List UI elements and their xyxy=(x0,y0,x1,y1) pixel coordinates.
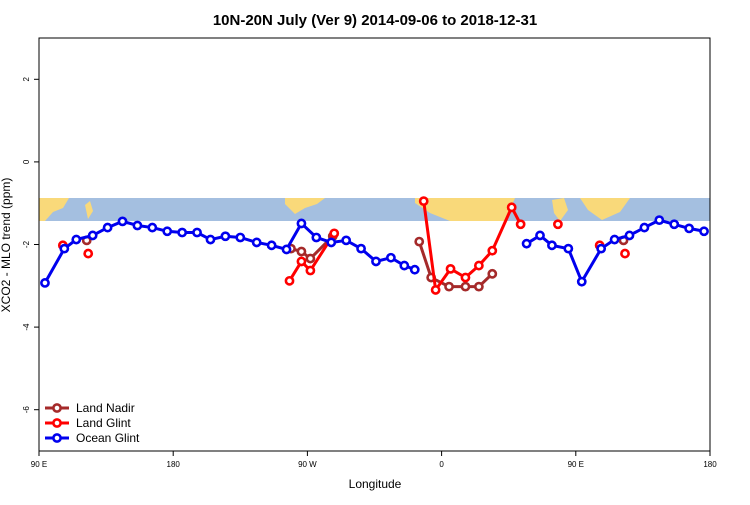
data-point xyxy=(329,228,340,239)
data-point xyxy=(553,219,563,230)
x-tick-label: 90 E xyxy=(31,460,47,469)
data-point xyxy=(71,234,82,245)
data-point xyxy=(59,243,70,254)
data-point xyxy=(371,256,381,267)
data-point xyxy=(117,216,128,227)
data-point xyxy=(305,253,316,264)
data-point xyxy=(624,230,635,241)
chart-title: 10N-20N July (Ver 9) 2014-09-06 to 2018-… xyxy=(213,12,537,29)
data-point xyxy=(487,268,498,279)
data-point xyxy=(418,196,429,207)
data-point xyxy=(535,230,545,241)
data-point xyxy=(341,235,352,246)
data-point xyxy=(281,244,292,255)
x-tick-label: 180 xyxy=(167,460,181,469)
data-point xyxy=(473,281,484,292)
data-point xyxy=(576,276,587,287)
data-point xyxy=(356,243,366,254)
data-point xyxy=(311,232,322,243)
data-point xyxy=(409,264,420,275)
y-tick-label: 0 xyxy=(22,159,31,164)
data-point xyxy=(460,272,471,283)
data-point xyxy=(654,215,665,226)
legend-label: Ocean Glint xyxy=(76,431,140,445)
data-point xyxy=(177,227,188,238)
data-point xyxy=(205,234,216,245)
data-point xyxy=(460,281,471,292)
data-point xyxy=(147,222,158,233)
data-point xyxy=(684,223,695,234)
data-point xyxy=(521,238,532,249)
data-point xyxy=(83,248,94,259)
y-tick-label: -2 xyxy=(22,240,31,248)
data-point xyxy=(669,219,680,230)
data-point xyxy=(102,222,113,233)
data-point xyxy=(296,246,307,257)
series-line xyxy=(288,232,336,282)
data-point xyxy=(444,281,454,292)
data-point xyxy=(639,222,650,233)
data-point xyxy=(326,237,337,248)
data-point xyxy=(87,230,98,241)
data-point xyxy=(430,285,441,295)
data-point xyxy=(192,227,202,238)
data-point xyxy=(620,248,630,259)
map-strip xyxy=(39,198,710,221)
legend-marker xyxy=(52,418,62,428)
data-point xyxy=(414,236,425,247)
x-axis-label: Longitude xyxy=(349,477,402,491)
legend-marker xyxy=(52,433,62,443)
data-point xyxy=(563,243,574,254)
data-point xyxy=(699,226,709,237)
data-point xyxy=(220,231,231,242)
data-point xyxy=(445,263,456,274)
data-point xyxy=(251,237,262,248)
series-line xyxy=(525,218,705,286)
series-line xyxy=(290,235,334,261)
x-tick-label: 180 xyxy=(703,460,717,469)
data-point xyxy=(609,234,620,245)
legend-label: Land Glint xyxy=(76,416,131,430)
legend-label: Land Nadir xyxy=(76,401,135,415)
data-point xyxy=(547,240,557,251)
data-point xyxy=(515,219,526,230)
legend-marker xyxy=(52,403,62,413)
data-point xyxy=(296,218,307,229)
y-tick-label: -6 xyxy=(22,406,31,414)
data-point xyxy=(296,256,307,267)
x-tick-label: 90 W xyxy=(298,460,317,469)
y-axis-label: XCO2 - MLO trend (ppm) xyxy=(0,178,13,313)
data-point xyxy=(235,232,246,243)
data-point xyxy=(506,202,517,213)
data-point xyxy=(399,260,410,271)
data-point xyxy=(40,278,50,288)
data-point xyxy=(132,220,143,231)
x-tick-label: 90 E xyxy=(568,460,584,469)
data-point xyxy=(487,245,498,256)
data-point xyxy=(284,275,295,286)
data-point xyxy=(473,260,484,271)
y-tick-label: 2 xyxy=(22,77,31,82)
x-tick-label: 0 xyxy=(439,460,444,469)
data-point xyxy=(386,252,396,263)
data-point xyxy=(305,265,316,276)
y-tick-label: -4 xyxy=(22,323,31,331)
data-point xyxy=(162,226,173,237)
data-point xyxy=(596,243,607,254)
data-point xyxy=(266,240,277,251)
